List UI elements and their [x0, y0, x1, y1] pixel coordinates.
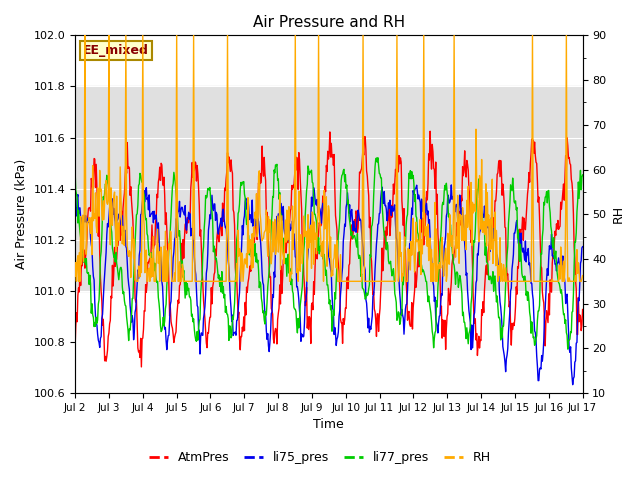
Bar — [75, 86, 582, 291]
Legend: AtmPres, li75_pres, li77_pres, RH: AtmPres, li75_pres, li77_pres, RH — [144, 446, 496, 469]
X-axis label: Time: Time — [314, 419, 344, 432]
Y-axis label: RH: RH — [612, 205, 625, 223]
Title: Air Pressure and RH: Air Pressure and RH — [253, 15, 405, 30]
Text: EE_mixed: EE_mixed — [83, 44, 148, 57]
Y-axis label: Air Pressure (kPa): Air Pressure (kPa) — [15, 159, 28, 269]
